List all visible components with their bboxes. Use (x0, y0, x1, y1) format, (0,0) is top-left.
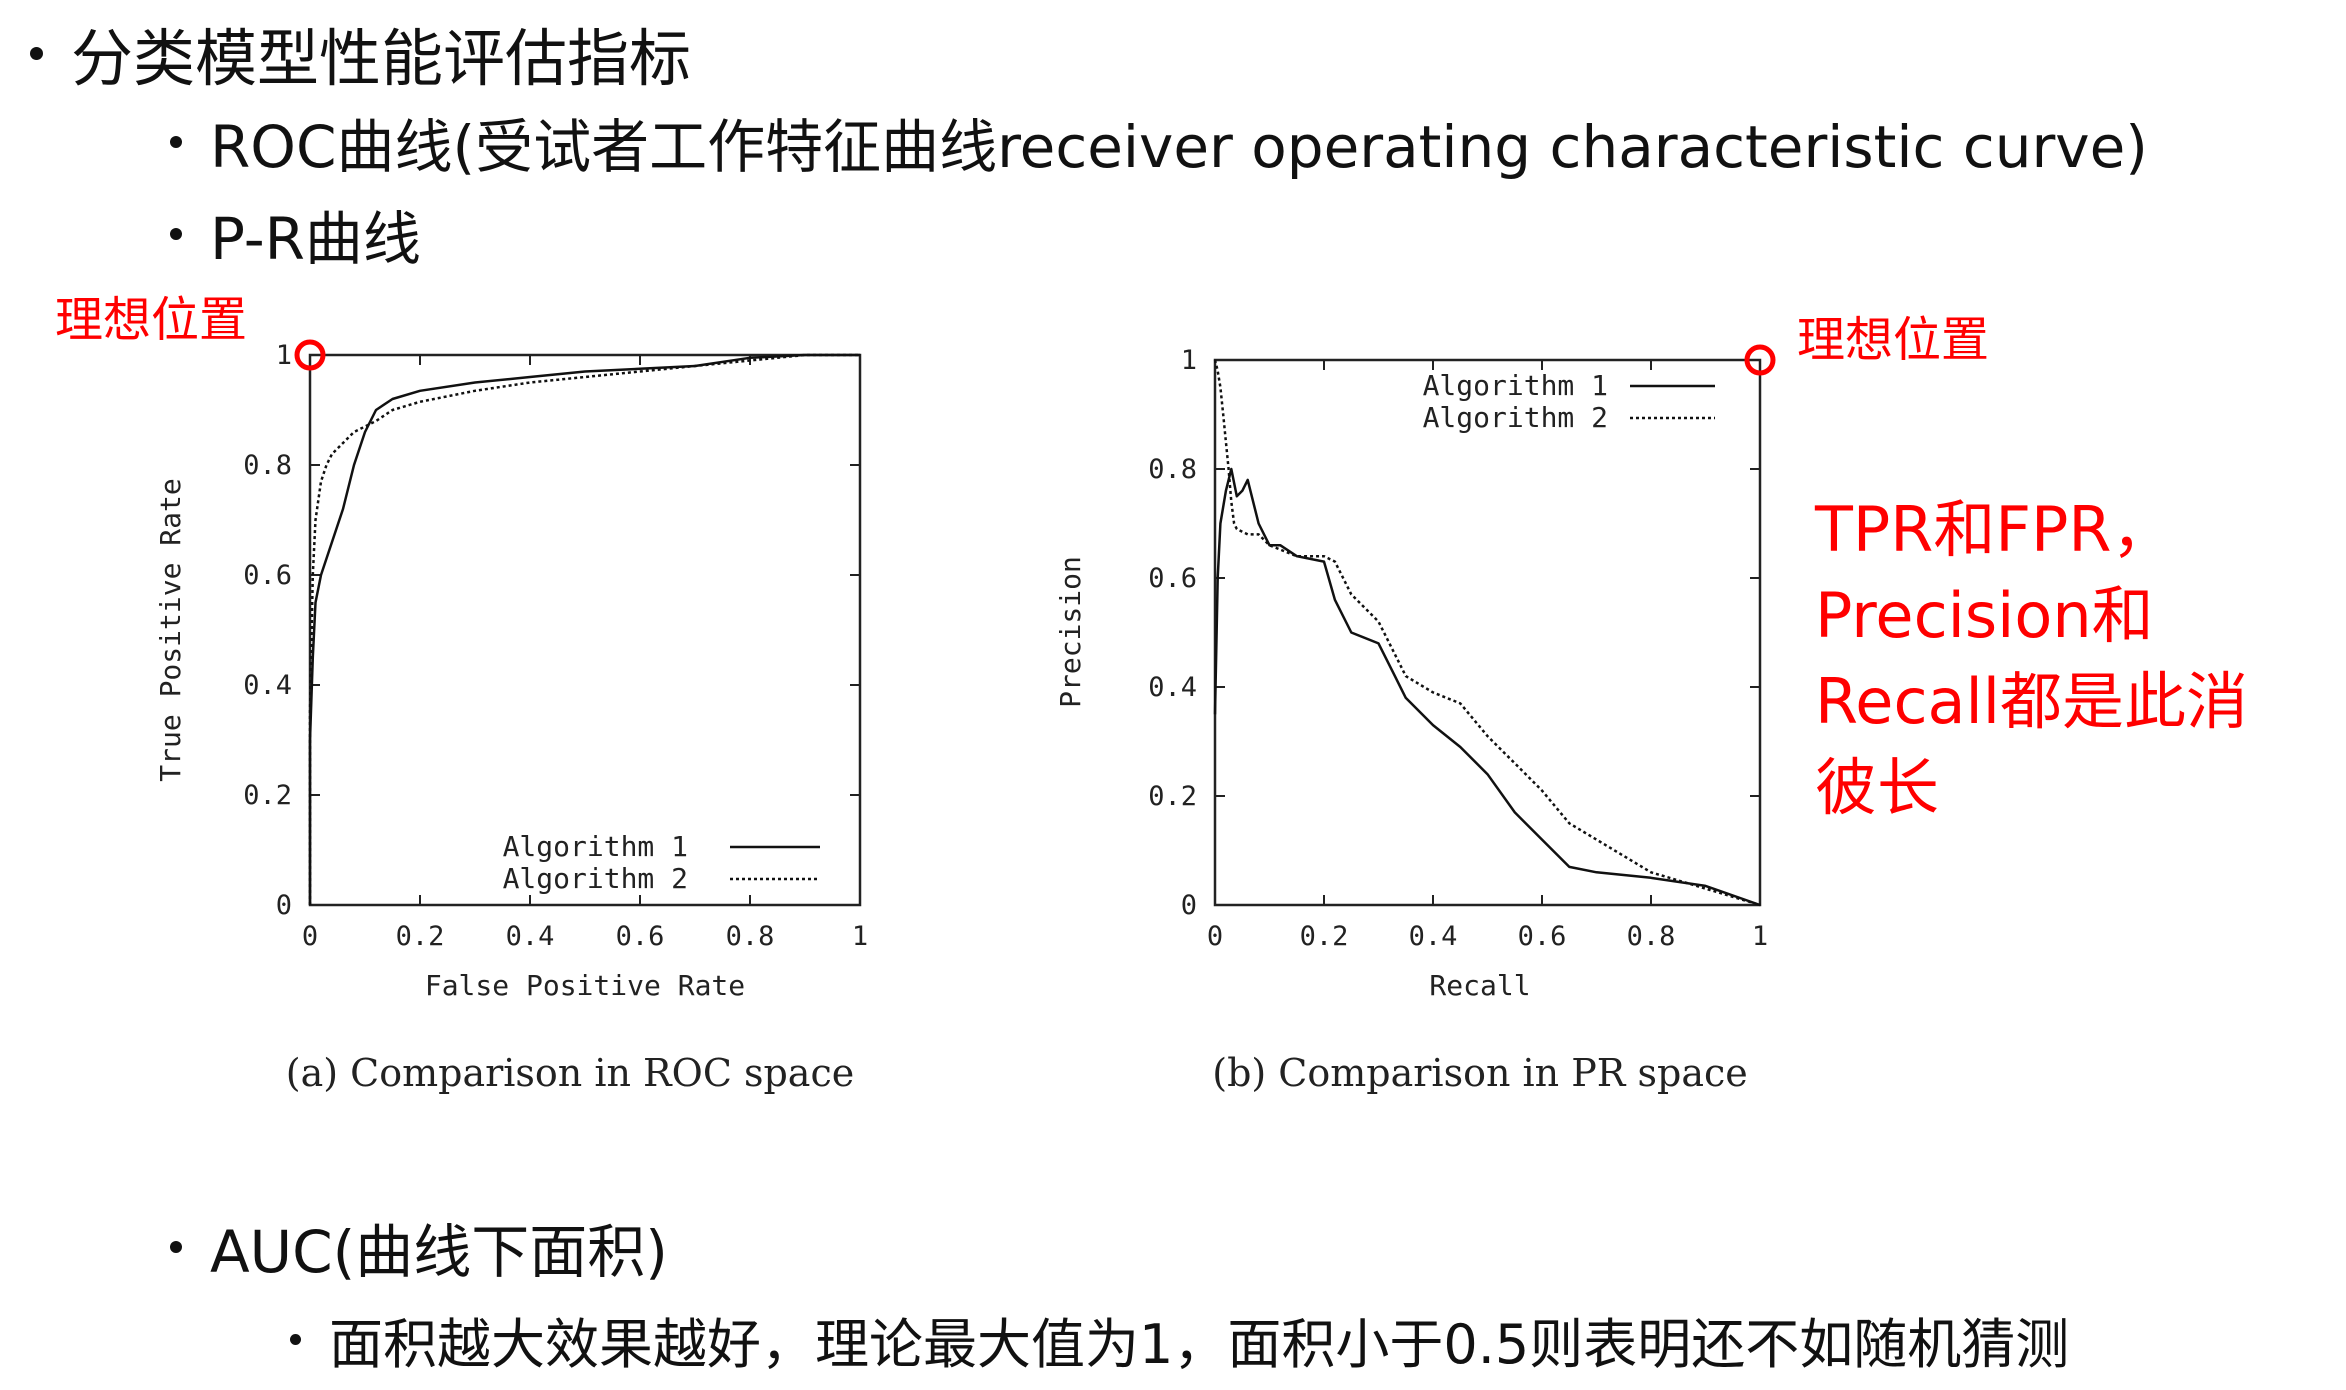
tradeoff-note-line-2: Precision和 (1815, 579, 2154, 652)
bullet-roc-text: ROC曲线(受试者工作特征曲线receiver operating charac… (210, 113, 2148, 181)
bullet-auc: AUC(曲线下面积) (170, 1205, 668, 1289)
roc-plot-area: 0 0.2 0.4 0.6 0.8 1 0 0.2 0.4 0.6 0.8 1 Algorithm 1… (243, 339, 868, 952)
bullet-metrics: 分类模型性能评估指标 (30, 8, 691, 98)
bullet-pr-text: P-R曲线 (210, 205, 421, 273)
ideal-position-label-left: 理想位置 (55, 292, 248, 348)
roc-x-tick-label: 1 (852, 921, 868, 952)
roc-y-tick-label: 0 (276, 890, 292, 921)
bullet-pr: P-R曲线 (170, 192, 421, 276)
roc-y-tick-label: 1 (276, 340, 292, 371)
bullet-roc: ROC曲线(受试者工作特征曲线receiver operating charac… (170, 100, 2148, 184)
pr-y-axis-label: Precision (1054, 556, 1087, 708)
pr-lines (1213, 359, 1761, 907)
ideal-position-label-right: 理想位置 (1797, 312, 1990, 368)
roc-x-tick-label: 0.8 (726, 921, 775, 952)
bullet-dot-icon (170, 1241, 182, 1253)
roc-lines (308, 353, 860, 905)
roc-legend-label-1: Algorithm 1 (503, 830, 688, 863)
bullet-auc-detail-text: 面积越大效果越好，理论最大值为1，面积小于0.5则表明还不如随机猜测 (329, 1313, 2070, 1376)
pr-y-tick-label: 0.4 (1148, 672, 1197, 703)
tradeoff-note-line-1: TPR和FPR， (1815, 493, 2174, 566)
roc-caption: (a) Comparison in ROC space (286, 1051, 854, 1095)
bullet-metrics-text: 分类模型性能评估指标 (71, 22, 692, 95)
roc-x-tick-label: 0.2 (396, 921, 445, 952)
bullet-dot-icon (290, 1334, 301, 1345)
pr-x-tick-label: 1 (1752, 921, 1768, 952)
pr-x-axis-label: Recall (1429, 969, 1530, 1002)
pr-y-tick-label: 0.2 (1148, 781, 1197, 812)
roc-chart: 0 0.2 0.4 0.6 0.8 1 0 0.2 0.4 0.6 0.8 1 Algorithm 1… (154, 339, 868, 1095)
bullet-auc-detail: 面积越大效果越好，理论最大值为1，面积小于0.5则表明还不如随机猜测 (290, 1300, 2069, 1379)
pr-x-tick-label: 0.4 (1409, 921, 1458, 952)
pr-x-tick-label: 0.6 (1518, 921, 1567, 952)
pr-x-tick-label: 0 (1207, 921, 1223, 952)
roc-ideal-marker (294, 339, 326, 371)
pr-plot-area: 0 0.2 0.4 0.6 0.8 1 0 0.2 0.4 0.6 0.8 1 Algorithm 1… (1148, 344, 1776, 952)
pr-ticks: 0 0.2 0.4 0.6 0.8 1 0 0.2 0.4 0.6 0.8 1 (1148, 345, 1768, 952)
roc-y-tick-label: 0.6 (243, 560, 292, 591)
roc-x-tick-label: 0.4 (506, 921, 555, 952)
bullet-dot-icon (30, 46, 43, 60)
bullet-auc-text: AUC(曲线下面积) (210, 1218, 668, 1286)
roc-legend: Algorithm 1 Algorithm 2 (503, 830, 820, 895)
roc-series-line-2 (308, 353, 860, 905)
pr-chart: 0 0.2 0.4 0.6 0.8 1 0 0.2 0.4 0.6 0.8 1 Algorithm 1… (1054, 344, 1776, 1095)
roc-y-axis-label: True Positive Rate (154, 478, 187, 781)
roc-y-tick-label: 0.4 (243, 670, 292, 701)
roc-x-tick-label: 0.6 (616, 921, 665, 952)
pr-series-line-1 (1213, 467, 1761, 907)
tradeoff-note: TPR和FPR， Precision和 Recall都是此消 彼长 (1815, 487, 2346, 831)
bullet-dot-icon (170, 228, 182, 240)
roc-x-tick-label: 0 (302, 921, 318, 952)
pr-series-line-2 (1213, 359, 1761, 907)
roc-legend-label-2: Algorithm 2 (503, 862, 688, 895)
roc-plot-frame (308, 353, 862, 907)
pr-y-tick-label: 0 (1181, 890, 1197, 921)
pr-ideal-marker (1744, 344, 1776, 376)
pr-x-tick-label: 0.8 (1627, 921, 1676, 952)
pr-legend-label-1: Algorithm 1 (1423, 369, 1608, 402)
tradeoff-note-line-3: Recall都是此消 (1815, 665, 2248, 738)
pr-y-tick-label: 0.6 (1148, 563, 1197, 594)
pr-y-tick-label: 1 (1181, 345, 1197, 376)
roc-series-line-1 (308, 353, 860, 905)
tradeoff-note-line-4: 彼长 (1815, 751, 1940, 824)
pr-legend-label-2: Algorithm 2 (1423, 401, 1608, 434)
bullet-dot-icon (170, 136, 182, 148)
pr-y-tick-label: 0.8 (1148, 454, 1197, 485)
pr-plot-frame (1213, 358, 1762, 907)
pr-legend: Algorithm 1 Algorithm 2 (1423, 369, 1715, 434)
roc-y-tick-label: 0.2 (243, 780, 292, 811)
pr-x-tick-label: 0.2 (1300, 921, 1349, 952)
roc-y-tick-label: 0.8 (243, 450, 292, 481)
roc-x-axis-label: False Positive Rate (425, 969, 745, 1002)
pr-caption: (b) Comparison in PR space (1212, 1051, 1748, 1095)
